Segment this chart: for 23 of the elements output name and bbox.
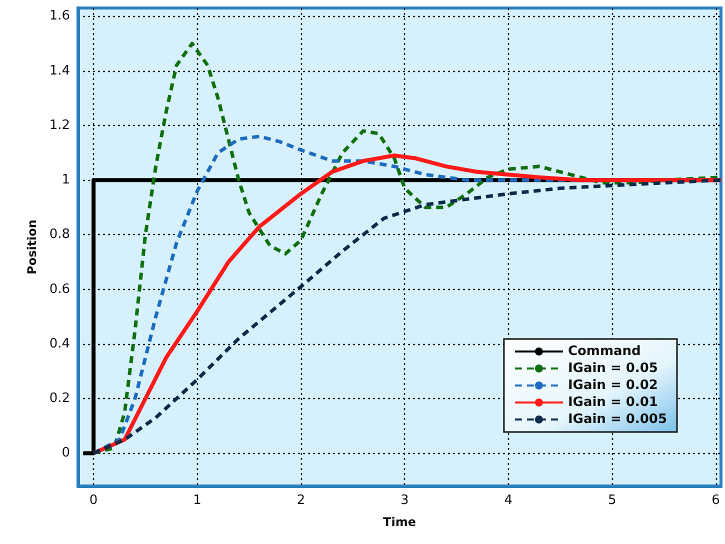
y-tick-label: 0.2 (49, 391, 70, 406)
x-axis-title: Time (383, 515, 416, 529)
x-tick-label: 2 (296, 493, 306, 508)
x-tick-label: 4 (504, 493, 513, 508)
x-tick-label: 3 (400, 493, 409, 508)
legend-label: Command (568, 344, 641, 359)
legend-label: IGain = 0.01 (568, 395, 658, 410)
y-tick-label: 0.8 (49, 227, 70, 242)
legend-label: IGain = 0.005 (568, 412, 668, 427)
y-tick-label: 1.2 (49, 118, 70, 133)
y-tick-label: 1.4 (49, 63, 70, 78)
y-tick-label: 0 (62, 446, 70, 461)
legend-label: IGain = 0.02 (568, 378, 658, 393)
y-tick-label: 0.6 (49, 282, 70, 297)
x-tick-label: 0 (89, 493, 98, 508)
legend-label: IGain = 0.05 (568, 361, 658, 376)
y-tick-label: 1.6 (49, 8, 70, 24)
x-tick-label: 1 (193, 493, 202, 508)
y-tick-label: 1 (62, 172, 70, 188)
y-axis-title: Position (25, 220, 39, 274)
y-tick-label: 0.4 (49, 336, 70, 352)
x-tick-label: 5 (608, 493, 616, 508)
x-tick-label: 6 (712, 493, 720, 508)
